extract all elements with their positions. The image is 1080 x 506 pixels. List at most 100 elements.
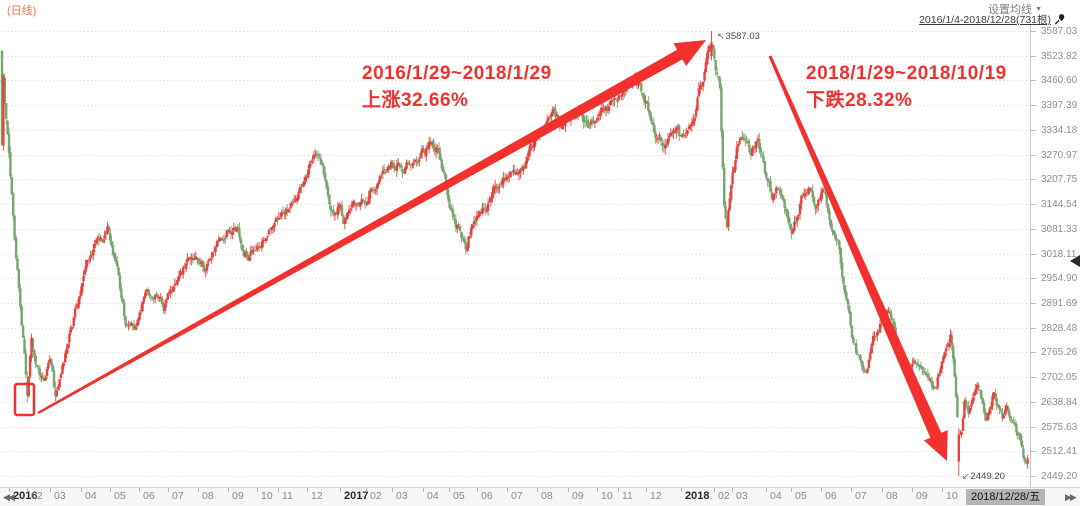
- trend-arrows: [37, 40, 948, 462]
- x-axis-tick: [681, 488, 682, 492]
- x-axis-month-label: 04: [427, 490, 439, 502]
- y-axis-label: 3334.18: [1041, 124, 1078, 136]
- x-axis-tick: [732, 488, 733, 492]
- x-axis-tick: [618, 488, 619, 492]
- ma-settings-button[interactable]: 设置均线 ▼: [988, 1, 1042, 17]
- x-axis-month-label: 08: [886, 490, 898, 502]
- x-axis-tick: [449, 488, 450, 492]
- x-axis-tick: [81, 488, 82, 492]
- y-axis-label: 2638.84: [1041, 396, 1078, 408]
- trough-price-value: 2449.20: [970, 471, 1005, 482]
- x-axis-month-label: 08: [202, 490, 214, 502]
- ma-settings-label: 设置均线: [988, 4, 1033, 16]
- x-axis-tick: [568, 488, 569, 492]
- y-axis-label: 2702.05: [1041, 371, 1078, 383]
- time-axis: 2016 02 03 04 05 06 07 08 09 10 11 12 2017 02 03 04 05 06…: [0, 487, 1080, 506]
- x-axis-month-label: 07: [172, 490, 184, 502]
- x-axis-tick: [110, 488, 111, 492]
- rise-annotation-range: 2016/1/29~2018/1/29: [362, 63, 552, 84]
- x-axis-month-label: 09: [916, 490, 928, 502]
- x-axis-month-label: 06: [143, 490, 155, 502]
- y-axis-ticks: [1030, 31, 1036, 477]
- y-axis-label: 2512.41: [1041, 445, 1078, 457]
- y-axis-label: 3144.54: [1041, 198, 1078, 210]
- y-axis-label: 2891.69: [1041, 297, 1078, 309]
- x-axis-tick: [50, 488, 51, 492]
- x-axis-tick: [228, 488, 229, 492]
- x-axis-month-label: 02: [370, 490, 382, 502]
- x-axis-month-label: 07: [511, 490, 523, 502]
- x-axis-month-label: 08: [541, 490, 553, 502]
- y-axis-label: 2954.90: [1041, 272, 1078, 284]
- x-axis-month-label: 10: [946, 490, 958, 502]
- x-axis-month-label: 03: [736, 490, 748, 502]
- x-axis-tick: [9, 488, 10, 492]
- down-left-arrow-icon: ↙: [962, 471, 970, 481]
- x-axis-tick: [168, 488, 169, 492]
- x-axis-tick: [392, 488, 393, 492]
- date-range-link[interactable]: 2016/1/4-2018/12/28(731根): [919, 14, 1051, 26]
- x-axis-tick: [851, 488, 852, 492]
- x-axis-tick: [646, 488, 647, 492]
- current-date-badge[interactable]: 2018/12/28/五: [966, 489, 1046, 505]
- x-axis-tick: [942, 488, 943, 492]
- x-axis-tick: [821, 488, 822, 492]
- y-axis-label: 3587.03: [1041, 25, 1078, 37]
- x-axis-year-label: 2016: [13, 490, 38, 502]
- rise-annotation-change: 上涨32.66%: [362, 90, 469, 111]
- y-axis-label: 2575.63: [1041, 421, 1078, 433]
- down-trend-arrow: [768, 55, 948, 462]
- x-axis-month-label: 03: [396, 490, 408, 502]
- x-axis-month-label: 07: [855, 490, 867, 502]
- x-axis-year-label: 2017: [344, 490, 369, 502]
- y-axis-label: 3460.60: [1041, 74, 1078, 86]
- y-axis-label: 3270.97: [1041, 149, 1078, 161]
- fall-annotation-range: 2018/1/29~2018/10/19: [806, 63, 1007, 84]
- x-axis-month-label: 09: [572, 490, 584, 502]
- x-axis-month-label: 04: [85, 490, 97, 502]
- y-axis-label: 2765.26: [1041, 346, 1078, 358]
- y-axis-label: 3018.11: [1041, 248, 1077, 260]
- y-axis-label: 3397.39: [1041, 99, 1078, 111]
- chevron-down-icon: ▼: [1035, 5, 1042, 13]
- x-axis-tick: [278, 488, 279, 492]
- x-axis-tick: [139, 488, 140, 492]
- x-axis-tick: [257, 488, 258, 492]
- x-axis-tick: [537, 488, 538, 492]
- x-axis-tick: [198, 488, 199, 492]
- x-axis-tick: [507, 488, 508, 492]
- x-axis-tick: [366, 488, 367, 492]
- x-axis-month-label: 05: [795, 490, 807, 502]
- peak-price-value: 3587.03: [725, 31, 760, 42]
- x-axis-tick: [27, 488, 28, 492]
- x-axis-tick: [307, 488, 308, 492]
- x-axis-month-label: 11: [622, 490, 633, 502]
- rise-start-highlight-box: [13, 382, 36, 417]
- x-axis-tick: [714, 488, 715, 492]
- x-axis-month-label: 11: [282, 490, 293, 502]
- up-left-arrow-icon: ↖: [717, 31, 725, 41]
- fall-annotation-change: 下跌28.32%: [806, 90, 913, 111]
- x-axis-month-label: 06: [481, 490, 493, 502]
- page-left-button[interactable]: ◀◀: [3, 492, 15, 502]
- x-axis-tick: [791, 488, 792, 492]
- x-axis-month-label: 04: [770, 490, 782, 502]
- x-axis-month-label: 12: [311, 490, 323, 502]
- page-right-button[interactable]: ▶▶: [1065, 492, 1077, 502]
- x-axis-tick: [882, 488, 883, 492]
- fall-annotation: 2018/1/29~2018/10/19 下跌28.32%: [806, 60, 1007, 114]
- trough-price-marker: ↙2449.20: [962, 471, 1005, 482]
- x-axis-month-label: 12: [650, 490, 662, 502]
- right-edge-marker-icon: [1070, 255, 1080, 267]
- x-axis-year-label: 2018: [685, 490, 710, 502]
- date-range-control: 2016/1/4-2018/12/28(731根): [919, 12, 1066, 27]
- x-axis-tick: [766, 488, 767, 492]
- y-axis-label: 3081.33: [1041, 223, 1078, 235]
- pin-icon[interactable]: [1054, 13, 1066, 26]
- x-axis-month-label: 10: [261, 490, 273, 502]
- y-axis-label: 2449.20: [1041, 470, 1078, 482]
- x-axis-tick: [477, 488, 478, 492]
- x-axis-tick: [340, 488, 341, 492]
